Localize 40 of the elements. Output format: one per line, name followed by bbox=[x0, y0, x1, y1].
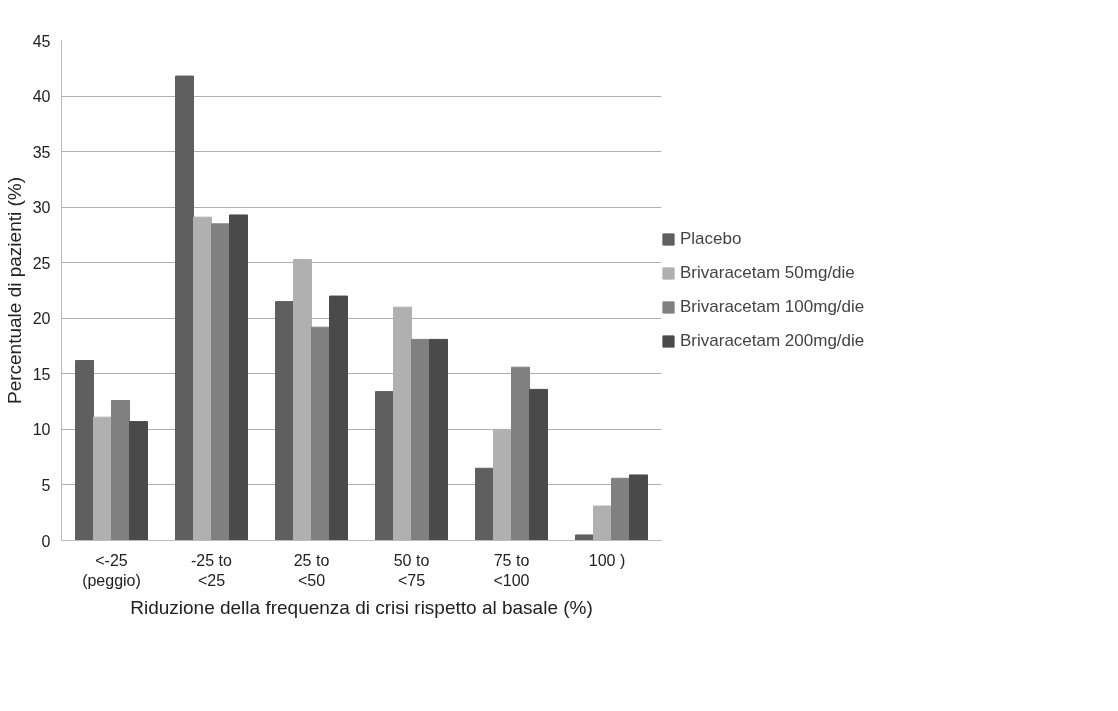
y-tick-label: 40 bbox=[32, 88, 51, 106]
bar bbox=[611, 477, 630, 541]
x-tick-label: <-25 (peggio) bbox=[82, 551, 141, 589]
y-tick-label: 5 bbox=[41, 476, 51, 494]
bar bbox=[629, 474, 648, 541]
x-axis-title: Riduzione della frequenza di crisi rispetto al basale (%) bbox=[130, 596, 593, 618]
x-tick-label: 50 to <75 bbox=[393, 551, 430, 589]
x-tick-label: 25 to <50 bbox=[293, 551, 330, 589]
bar bbox=[529, 388, 548, 541]
x-tick-label: 75 to <100 bbox=[493, 551, 530, 589]
legend-label: Placebo bbox=[680, 229, 742, 249]
bar bbox=[429, 338, 448, 541]
bar bbox=[411, 338, 430, 541]
bar bbox=[475, 467, 494, 541]
legend-label: Brivaracetam 50mg/die bbox=[680, 263, 855, 283]
y-axis-title: Percentuale di pazienti (%) bbox=[3, 176, 25, 405]
y-tick-label: 30 bbox=[32, 199, 51, 217]
y-tick-label: 10 bbox=[32, 421, 51, 439]
legend-label: Brivaracetam 200mg/die bbox=[680, 331, 865, 351]
bar bbox=[111, 400, 130, 541]
bar bbox=[229, 214, 248, 541]
bar bbox=[375, 391, 394, 541]
bar bbox=[575, 534, 594, 541]
bar bbox=[511, 366, 530, 541]
bar bbox=[311, 326, 330, 541]
bar bbox=[329, 295, 348, 541]
y-tick-label: 0 bbox=[41, 532, 51, 550]
bar bbox=[211, 223, 230, 541]
y-tick-label: 20 bbox=[32, 310, 51, 328]
y-tick-label: 15 bbox=[32, 365, 51, 383]
bar bbox=[275, 301, 294, 541]
bar bbox=[75, 360, 94, 541]
x-tick-label: -25 to <25 bbox=[191, 551, 233, 589]
x-tick-label: 100 ) bbox=[588, 551, 626, 569]
y-tick-label: 35 bbox=[32, 143, 51, 161]
bar bbox=[175, 75, 194, 541]
bar bbox=[129, 421, 148, 541]
y-tick-label: 25 bbox=[32, 254, 51, 272]
legend-label: Brivaracetam 100mg/die bbox=[680, 297, 865, 317]
y-tick-label: 45 bbox=[32, 32, 51, 50]
